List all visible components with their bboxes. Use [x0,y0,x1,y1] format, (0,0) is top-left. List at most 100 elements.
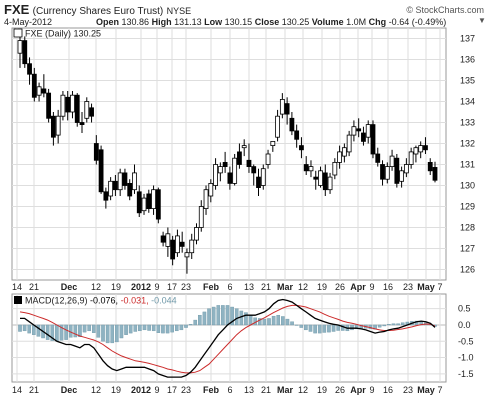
chg-dropdown-icon[interactable]: ▼ [478,16,486,25]
candle-body [203,189,209,209]
price-tick-label: 127 [460,244,475,254]
macd-xtick-label: 12 [91,385,101,395]
candle [70,91,75,119]
macd-histogram-bar [110,324,115,344]
macd-histogram-bar [55,324,59,342]
macd-histogram-bar [50,324,55,341]
macd-histogram-bar [230,306,234,326]
candle [356,118,362,138]
macd-line [20,298,436,378]
macd-histogram-bar [313,324,317,334]
candle-body [79,122,85,125]
price-tick-label: 129 [460,202,475,212]
macd-histogram-bar [193,319,198,326]
candle [60,91,66,121]
candle [175,229,180,257]
price-tick-label: 133 [460,118,475,128]
macd-legend-swatch [14,296,22,304]
candle-body [241,145,247,149]
candle-body [36,86,42,96]
quote-date: 4-May-2012 [4,17,53,27]
price-xtick-label: Feb [203,282,220,292]
candle-body [160,235,166,243]
macd-histogram-bar [59,324,64,341]
candle [327,172,333,194]
candle-body [41,88,47,94]
candle [89,103,94,123]
macd-histogram-bar [276,314,281,326]
macd-histogram-bar [267,318,271,326]
candle [227,166,233,190]
candle-body [22,40,28,65]
macd-xtick-label: 7 [437,385,442,395]
price-xtick-label: 21 [29,282,39,292]
macd-histogram-bar [248,314,253,326]
candle-body [399,170,405,182]
macd-histogram-bar [156,324,161,333]
candle [237,143,242,169]
macd-xtick-label: 6 [227,385,232,395]
candle-body [89,107,94,117]
open-value: 130.86 [121,17,150,27]
macd-histogram-bar [221,305,225,326]
candle [203,185,209,215]
candle-body [256,176,261,189]
candle [155,187,161,224]
candle-body [313,176,319,180]
price-xtick-label: 12 [298,282,308,292]
candle [361,126,366,146]
price-tick-label: 132 [460,139,475,149]
candle [151,185,156,215]
candle [423,137,428,154]
macd-tick-label: -0.5 [458,336,474,346]
exchange: NYSE [166,6,192,16]
candle-body [427,161,433,172]
price-xtick-label: 9 [154,282,159,292]
price-xtick-label: 19 [317,282,327,292]
candle-body [356,128,362,132]
chg-label: Chg [368,17,387,27]
candle [427,158,433,175]
macd-panel: 0.50.0-0.5-1.0-1.514 21 Dec 12 19 2012 9 17 23 Fe… [11,293,474,395]
candle-body [179,241,185,247]
candle [41,74,47,98]
price-xtick-label: 16 [383,282,393,292]
candle-body [232,157,238,184]
macd-histogram-bar [22,324,27,332]
macd-histogram-bar [396,323,400,326]
volume-value: 1.0M [346,17,367,27]
high-label: High [151,17,172,27]
macd-histogram-bar [400,322,405,326]
candle [50,112,56,146]
candle-body [294,130,300,140]
macd-histogram-bar [308,324,313,332]
macd-histogram-bar [304,324,308,331]
candle-body [165,233,171,247]
macd-histogram-bar [124,324,128,335]
volume-label: Volume [311,17,344,27]
macd-histogram-bar [45,324,50,340]
macd-xtick-label: 13 [244,385,254,395]
macd-histogram-bar [87,324,91,332]
chart-title: FXE (Currency Shares Euro Trust) NYSE [4,2,191,17]
macd-xtick-label: 9 [154,385,159,395]
candle [179,231,185,253]
macd-histogram-bar [350,324,354,331]
price-xtick-label: 26 [335,282,345,292]
candle-body [46,92,52,119]
macd-histogram-bar [36,324,41,337]
macd-xtick-label: May [417,385,435,395]
candle [332,158,338,180]
candle-body [237,151,242,165]
candle [294,124,300,148]
macd-xtick-label: 19 [111,385,121,395]
macd-histogram-bar [142,324,147,331]
candle [127,179,133,201]
candle [394,154,400,188]
candle [265,149,271,169]
candle [370,120,376,159]
macd-histogram-bar [207,308,211,326]
macd-histogram-bar [198,314,202,326]
macd-histogram-bar [327,324,331,333]
